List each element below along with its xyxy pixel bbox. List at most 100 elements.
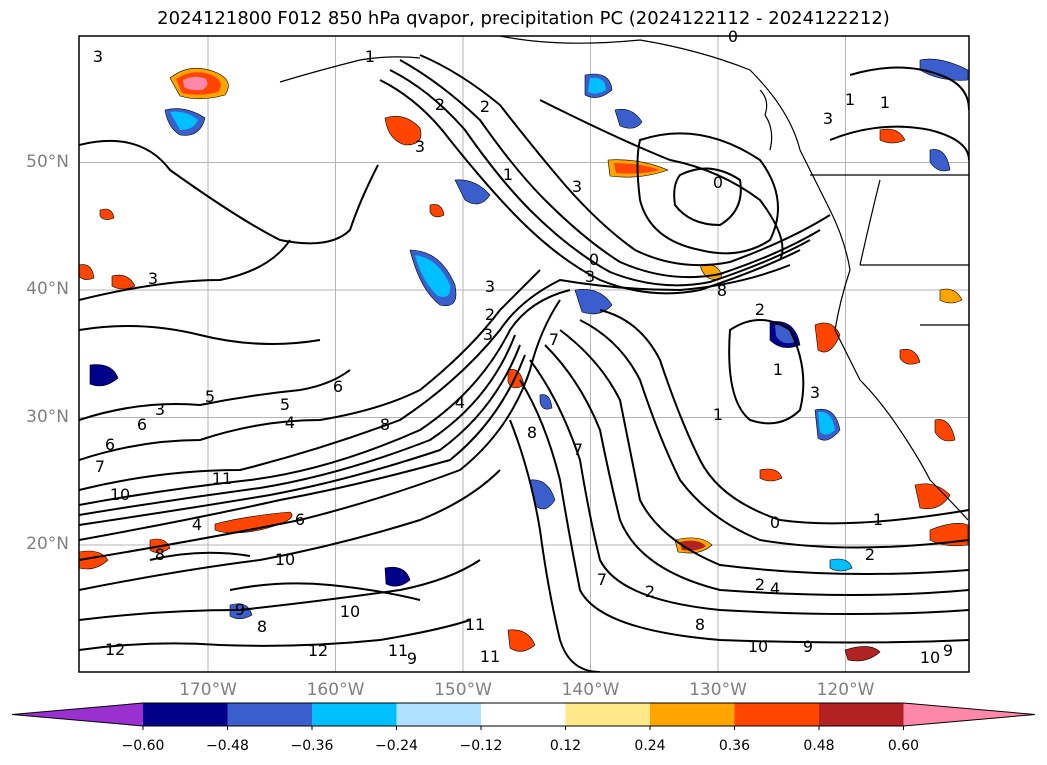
patch-red bbox=[844, 646, 881, 662]
contour-label: 1 bbox=[845, 90, 855, 109]
contour-label: 8 bbox=[717, 281, 727, 300]
contour-label: 4 bbox=[770, 579, 780, 598]
contour-label: 8 bbox=[527, 423, 537, 442]
contour-label: 7 bbox=[95, 457, 105, 476]
colorbar-segment bbox=[565, 703, 651, 726]
colorbar-segment bbox=[312, 703, 397, 726]
contour-label: 10 bbox=[340, 602, 360, 621]
colorbar-segment bbox=[650, 703, 735, 726]
contour-label: 4 bbox=[192, 515, 202, 534]
colorbar-tick-label: −0.48 bbox=[206, 738, 249, 754]
contour-label: 3 bbox=[148, 269, 158, 288]
contour-label: 1 bbox=[365, 47, 375, 66]
contour-label: 9 bbox=[943, 641, 953, 660]
contour-label: 0 bbox=[770, 513, 780, 532]
contour-label: 2 bbox=[755, 575, 765, 594]
contour-label: 4 bbox=[285, 413, 295, 432]
patch-pink bbox=[183, 76, 208, 91]
contour-label: 11 bbox=[480, 647, 500, 666]
contour-label: 1 bbox=[773, 360, 783, 379]
patch-blue bbox=[614, 108, 643, 129]
colorbar-segment bbox=[481, 703, 566, 726]
contour-label: 7 bbox=[597, 570, 607, 589]
contour-label: 6 bbox=[137, 415, 147, 434]
colorbar-tick-label: 0.24 bbox=[634, 738, 666, 754]
patch-red bbox=[914, 483, 951, 509]
colorbar-segment bbox=[143, 703, 228, 726]
patch-lightblue bbox=[818, 411, 835, 435]
contour-label: 10 bbox=[275, 550, 295, 569]
qvapor-contours bbox=[79, 54, 969, 672]
map-frame bbox=[78, 35, 970, 673]
contour-label: 7 bbox=[573, 440, 583, 459]
contour-label: 7 bbox=[549, 330, 559, 349]
contour-label: 0 bbox=[589, 250, 599, 269]
patch-orange bbox=[79, 264, 95, 280]
patch-blue bbox=[574, 289, 613, 315]
latitude-label: 30°N bbox=[26, 406, 69, 427]
colorbar-extend-max bbox=[903, 703, 1035, 726]
colorbar-segment bbox=[396, 703, 482, 726]
patch-red bbox=[934, 419, 956, 442]
longitude-label: 130°W bbox=[689, 680, 747, 700]
contour-label: 2 bbox=[755, 300, 765, 319]
colorbar bbox=[11, 702, 1036, 730]
colorbar-tick-label: −0.60 bbox=[121, 738, 165, 754]
colorbar-tick-label: 0.36 bbox=[718, 738, 751, 754]
contour-label: 3 bbox=[93, 47, 103, 66]
contour-label: 4 bbox=[455, 393, 465, 412]
contour-label: 3 bbox=[585, 267, 595, 286]
patch-orange bbox=[939, 288, 963, 304]
contour-label: 9 bbox=[407, 649, 417, 668]
contour-label: 1 bbox=[713, 405, 723, 424]
latitude-label: 20°N bbox=[26, 534, 69, 554]
patch-red bbox=[899, 348, 921, 365]
patch-lightblue bbox=[775, 324, 795, 344]
contour-label: 3 bbox=[572, 177, 582, 196]
contour-label: 3 bbox=[483, 325, 493, 344]
longitude-label: 160°W bbox=[306, 680, 365, 700]
contour-label: 1 bbox=[503, 165, 513, 184]
contour-label: 2 bbox=[435, 95, 445, 114]
contour-label: 12 bbox=[308, 641, 328, 660]
contour-label: 9 bbox=[235, 600, 245, 619]
contour-label: 8 bbox=[695, 615, 705, 634]
patch-red bbox=[507, 629, 536, 652]
patch-blue bbox=[529, 479, 556, 510]
colorbar-segment bbox=[734, 703, 820, 726]
patch-orange bbox=[759, 468, 783, 482]
patch-blue bbox=[454, 179, 491, 205]
contour-label: 5 bbox=[205, 387, 215, 406]
colorbar-tick-label: 0.60 bbox=[887, 738, 920, 754]
longitude-label: 150°W bbox=[434, 680, 492, 700]
contour-label: 11 bbox=[465, 615, 485, 634]
contour-label: 6 bbox=[295, 510, 305, 529]
patch-blue bbox=[89, 364, 119, 387]
patch-blue bbox=[919, 58, 969, 81]
contour-label: 2 bbox=[865, 545, 875, 564]
patch-lightblue bbox=[415, 255, 451, 297]
patch-blue bbox=[829, 558, 853, 572]
contour-label: 8 bbox=[155, 545, 165, 564]
patch-blue bbox=[929, 149, 951, 172]
contour-label: 1 bbox=[873, 510, 883, 529]
patch-red bbox=[111, 274, 136, 290]
patch-lightblue bbox=[588, 77, 606, 94]
colorbar-segment bbox=[227, 703, 313, 726]
patch-blue bbox=[539, 394, 553, 410]
contour-label: 3 bbox=[415, 137, 425, 156]
contour-label: 9 bbox=[803, 637, 813, 656]
patch-orange bbox=[879, 128, 906, 144]
gridlines bbox=[79, 36, 969, 672]
patch-blue bbox=[229, 603, 253, 620]
contour-label: 6 bbox=[333, 377, 343, 396]
colorbar-tick-label: −0.12 bbox=[459, 738, 503, 754]
patch-blue bbox=[384, 566, 411, 587]
colorbar-segment bbox=[819, 703, 904, 726]
contour-label: 2 bbox=[480, 97, 490, 116]
contour-label: 3 bbox=[810, 383, 820, 402]
patch-red bbox=[814, 322, 841, 353]
contour-label: 11 bbox=[212, 469, 232, 488]
